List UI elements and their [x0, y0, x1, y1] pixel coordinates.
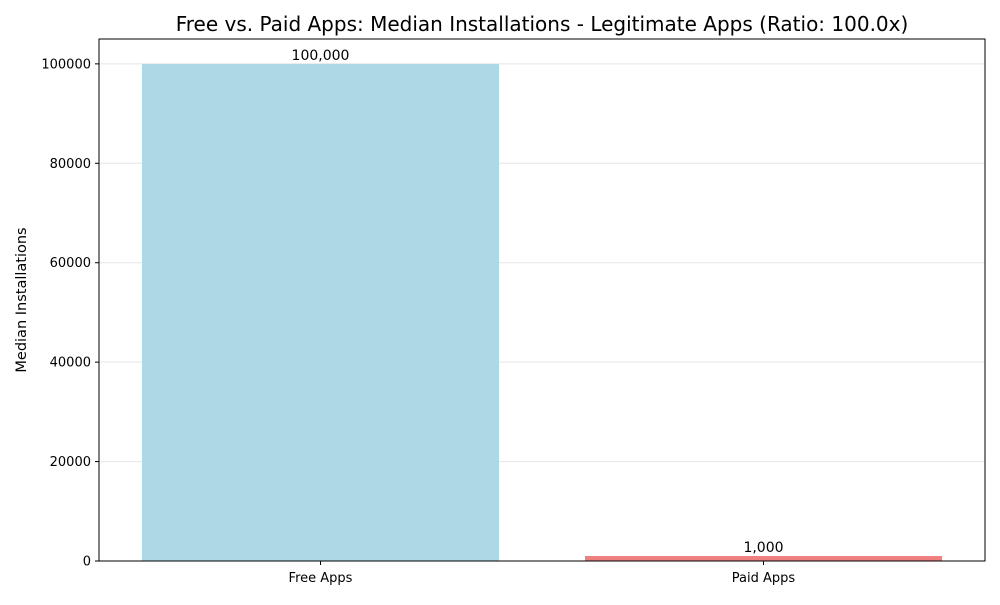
axis-layer	[95, 38, 986, 565]
x-tick-label: Paid Apps	[732, 571, 796, 586]
y-tick-label: 60000	[50, 256, 91, 271]
y-tick-label: 0	[83, 555, 91, 570]
plot-frame	[98, 38, 986, 562]
chart-title: Free vs. Paid Apps: Median Installations…	[176, 12, 909, 36]
x-tick-label: Free Apps	[289, 571, 353, 586]
y-tick-label: 40000	[50, 356, 91, 371]
bar	[584, 556, 943, 561]
bar-layer	[141, 63, 943, 561]
bar	[141, 63, 500, 561]
y-tick-label: 100000	[41, 57, 91, 72]
y-tick-label: 20000	[50, 455, 91, 470]
y-axis-label: Median Installations	[14, 227, 30, 372]
bar-value-label: 1,000	[743, 540, 783, 556]
bar-value-label: 100,000	[292, 48, 350, 64]
label-layer: 0 20000 40000 60000 80000 100000 Free Apps 100,…	[41, 48, 795, 586]
y-tick-label: 80000	[50, 157, 91, 172]
